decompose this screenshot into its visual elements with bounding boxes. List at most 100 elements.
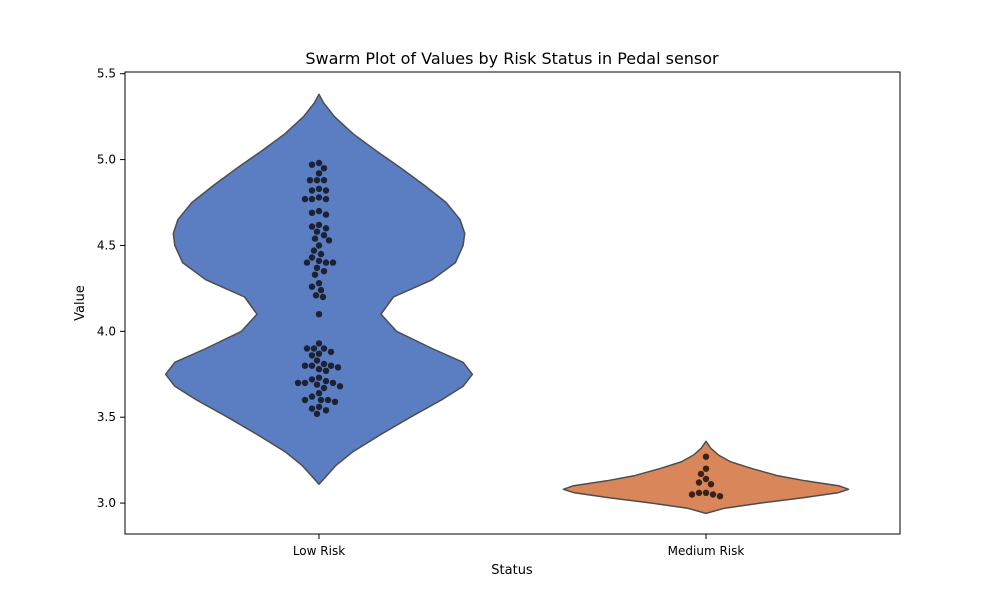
swarm-point-medium-risk [702, 489, 710, 496]
swarm-point-low-risk [313, 228, 321, 235]
x-axis: Low Risk Medium Risk [293, 534, 745, 558]
swarm-point-low-risk [312, 292, 320, 299]
swarm-point-low-risk [325, 237, 333, 244]
swarm-point-low-risk [308, 352, 316, 359]
swarm-point-low-risk [308, 161, 316, 168]
swarm-point-low-risk [331, 398, 339, 405]
swarm-point-medium-risk [702, 453, 710, 460]
swarm-point-low-risk [315, 207, 323, 215]
swarm-point-low-risk [322, 187, 330, 194]
swarm-point-low-risk [308, 283, 316, 290]
swarm-point-low-risk [336, 383, 344, 390]
swarm-point-medium-risk [688, 491, 696, 498]
swarm-point-low-risk [315, 311, 323, 318]
swarm-point-low-risk [322, 377, 330, 385]
swarm-point-low-risk [315, 170, 323, 177]
swarm-point-low-risk [322, 195, 330, 203]
swarm-point-low-risk [322, 211, 330, 218]
swarm-point-low-risk [306, 177, 314, 184]
swarm-point-low-risk [334, 364, 342, 371]
swarm-point-low-risk [315, 365, 323, 373]
y-tick-label: 4.0 [97, 324, 116, 338]
swarm-point-low-risk [308, 223, 316, 230]
swarm-point-low-risk [319, 293, 327, 301]
swarm-point-low-risk [308, 362, 316, 369]
swarm-point-low-risk [315, 403, 323, 411]
swarm-point-low-risk [308, 254, 316, 261]
swarm-point-medium-risk [707, 481, 715, 488]
swarm-point-low-risk [317, 396, 325, 404]
swarm-point-low-risk [315, 185, 323, 192]
x-tick-label: Low Risk [293, 544, 345, 558]
x-axis-label: Status [491, 563, 533, 578]
swarm-point-low-risk [308, 405, 316, 412]
swarm-point-low-risk [327, 348, 335, 356]
swarm-point-low-risk [315, 159, 323, 167]
swarm-point-low-risk [315, 350, 323, 357]
swarm-point-low-risk [322, 367, 330, 374]
swarm-point-low-risk [313, 357, 321, 364]
swarm-point-low-risk [313, 410, 321, 417]
swarm-point-low-risk [315, 194, 323, 201]
swarm-point-low-risk [301, 195, 309, 203]
swarm-point-low-risk [310, 247, 318, 254]
swarm-point-low-risk [320, 165, 328, 172]
swarm-point-low-risk [301, 379, 309, 387]
swarm-point-low-risk [315, 257, 323, 265]
swarm-point-medium-risk [695, 489, 703, 496]
swarm-point-low-risk [294, 379, 302, 387]
swarm-point-low-risk [315, 390, 323, 397]
swarm-point-low-risk [329, 259, 337, 266]
y-tick-label: 4.5 [97, 238, 116, 252]
y-tick-label: 3.0 [97, 496, 116, 510]
swarm-point-medium-risk [695, 479, 703, 486]
swarm-point-low-risk [303, 259, 311, 266]
swarm-point-low-risk [320, 268, 328, 275]
swarm-point-low-risk [303, 345, 311, 352]
swarm-point-low-risk [308, 393, 316, 400]
swarm-point-low-risk [320, 384, 328, 392]
x-tick-label: Medium Risk [668, 544, 745, 558]
swarm-point-low-risk [311, 235, 319, 242]
swarm-point-low-risk [310, 345, 318, 352]
swarm-point-low-risk [320, 345, 328, 352]
swarm-point-low-risk [311, 271, 319, 278]
swarm-layer [294, 159, 724, 500]
swarm-point-medium-risk [702, 465, 710, 472]
swarm-point-low-risk [329, 379, 337, 387]
swarm-point-low-risk [301, 362, 309, 369]
swarm-point-low-risk [320, 360, 328, 368]
swarm-point-low-risk [327, 362, 335, 369]
y-tick-label: 5.0 [97, 153, 116, 167]
swarm-point-low-risk [315, 374, 323, 381]
swarm-point-low-risk [322, 407, 330, 414]
swarm-point-low-risk [315, 221, 323, 229]
swarm-point-low-risk [317, 250, 325, 258]
y-axis: 3.0 3.5 4.0 4.5 5.0 5.5 [97, 67, 125, 510]
swarm-point-low-risk [315, 242, 323, 249]
swarm-point-medium-risk [716, 493, 724, 500]
swarm-point-medium-risk [697, 470, 705, 478]
swarm-point-low-risk [315, 340, 323, 347]
swarm-point-low-risk [308, 195, 316, 203]
swarm-point-low-risk [308, 187, 316, 194]
swarm-point-low-risk [322, 225, 330, 232]
swarm-point-low-risk [320, 232, 328, 239]
plot-frame [124, 71, 901, 535]
y-tick-label: 3.5 [97, 410, 116, 424]
swarm-point-low-risk [308, 209, 316, 216]
swarm-point-low-risk [313, 264, 321, 271]
swarm-point-low-risk [313, 177, 321, 184]
swarm-point-low-risk [313, 381, 321, 388]
swarm-point-low-risk [308, 376, 316, 383]
swarm-point-low-risk [301, 396, 309, 404]
swarm-point-low-risk [320, 177, 328, 184]
swarm-point-low-risk [324, 396, 332, 404]
y-tick-label: 5.5 [97, 67, 116, 81]
swarm-point-medium-risk [702, 475, 710, 483]
swarm-point-low-risk [317, 286, 325, 294]
y-axis-label: Value [73, 285, 88, 321]
swarm-point-low-risk [315, 280, 323, 287]
